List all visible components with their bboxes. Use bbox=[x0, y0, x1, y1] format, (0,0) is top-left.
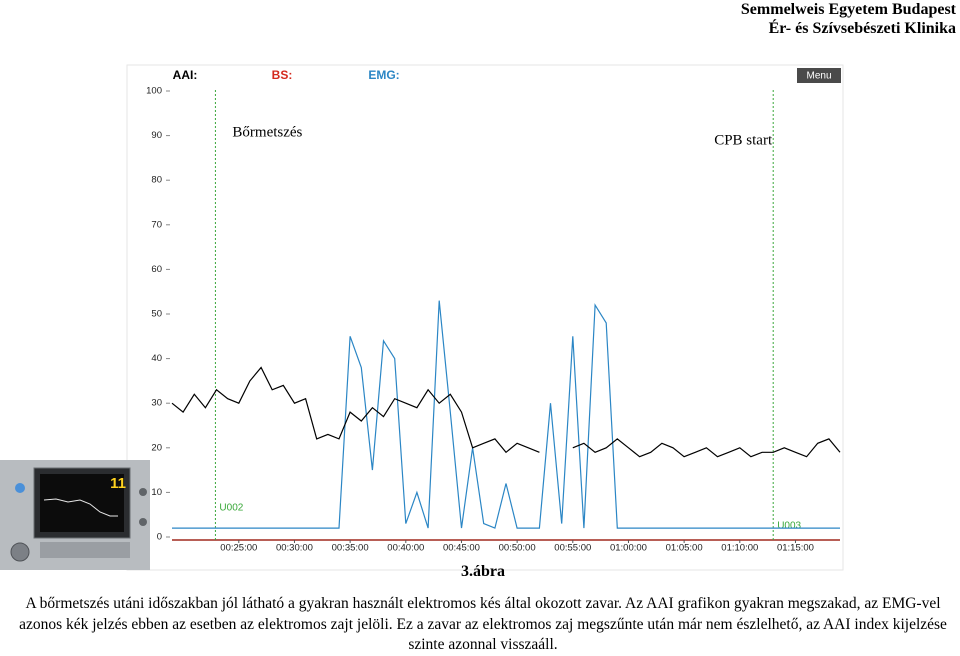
figure: Menu 11 AAI: BS: EMG: 0 10 20 30 40 50 60 70 80 90 10… bbox=[0, 64, 844, 571]
series-line bbox=[172, 300, 840, 529]
figure-caption: 3.ábra bbox=[461, 563, 505, 580]
device-display: 11 bbox=[110, 475, 126, 492]
annotation: CPB start bbox=[714, 132, 773, 148]
y-tick-label: 70 bbox=[151, 219, 162, 230]
y-tick-label: 60 bbox=[151, 264, 162, 275]
legend-label: EMG: bbox=[368, 68, 399, 82]
marker-label: U003 bbox=[777, 521, 801, 532]
y-tick-label: 10 bbox=[151, 487, 162, 498]
legend-label: BS: bbox=[272, 68, 293, 82]
series-line bbox=[572, 438, 841, 458]
body-text: A bőrmetszés utáni időszakban jól láthat… bbox=[19, 595, 947, 653]
y-tick-label: 90 bbox=[151, 130, 162, 141]
x-tick-label: 00:35:00 bbox=[332, 543, 369, 554]
x-tick-label: 01:15:00 bbox=[777, 543, 814, 554]
menu-button[interactable] bbox=[797, 68, 841, 83]
series-line bbox=[171, 366, 540, 454]
header-line: Semmelweis Egyetem Budapest bbox=[740, 1, 956, 18]
screen bbox=[126, 64, 844, 571]
device-photo bbox=[0, 460, 150, 570]
header-line: Ér- és Szívsebészeti Klinika bbox=[768, 20, 956, 37]
x-tick-label: 00:30:00 bbox=[276, 543, 313, 554]
x-tick-label: 01:00:00 bbox=[610, 543, 647, 554]
y-tick-label: 40 bbox=[151, 353, 162, 364]
x-tick-label: 01:10:00 bbox=[721, 543, 758, 554]
menu-label[interactable]: Menu bbox=[806, 71, 831, 82]
x-tick-label: 01:05:00 bbox=[666, 543, 703, 554]
x-tick-label: 00:55:00 bbox=[554, 543, 591, 554]
y-tick-label: 50 bbox=[151, 309, 162, 320]
annotation: Bőrmetszés bbox=[232, 124, 302, 140]
y-tick-label: 80 bbox=[151, 175, 162, 186]
y-tick-label: 20 bbox=[151, 442, 162, 453]
x-tick-label: 00:25:00 bbox=[220, 543, 257, 554]
x-tick-label: 00:45:00 bbox=[443, 543, 480, 554]
marker-label: U002 bbox=[219, 503, 243, 514]
x-tick-label: 00:50:00 bbox=[499, 543, 536, 554]
y-tick-label: 30 bbox=[151, 398, 162, 409]
legend-label: AAI: bbox=[173, 68, 198, 82]
y-tick-label: 100 bbox=[146, 86, 162, 97]
x-tick-label: 00:40:00 bbox=[387, 543, 424, 554]
y-tick-label: 0 bbox=[157, 532, 162, 543]
